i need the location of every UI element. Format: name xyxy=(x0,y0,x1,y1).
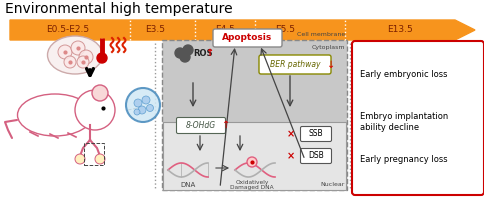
Text: Oxidatively
Damaged DNA: Oxidatively Damaged DNA xyxy=(230,180,273,190)
Text: Nuclear: Nuclear xyxy=(320,182,344,187)
Text: 8-OHdG: 8-OHdG xyxy=(185,121,215,130)
Text: E4.5: E4.5 xyxy=(214,25,234,34)
Circle shape xyxy=(182,45,193,55)
Circle shape xyxy=(126,88,160,122)
Circle shape xyxy=(64,56,76,68)
Circle shape xyxy=(75,154,85,164)
Text: DSB: DSB xyxy=(307,152,323,160)
Ellipse shape xyxy=(17,94,92,136)
Text: ↓: ↓ xyxy=(326,60,334,70)
Text: ×: × xyxy=(287,129,294,139)
FancyBboxPatch shape xyxy=(212,29,281,47)
Circle shape xyxy=(146,104,153,112)
Circle shape xyxy=(246,157,257,167)
Text: DNA: DNA xyxy=(180,182,195,188)
FancyBboxPatch shape xyxy=(176,117,225,134)
Polygon shape xyxy=(10,20,474,40)
Bar xyxy=(163,122,345,190)
Circle shape xyxy=(175,48,184,58)
Text: ↑: ↑ xyxy=(205,48,212,58)
Text: E0.5-E2.5: E0.5-E2.5 xyxy=(46,25,90,34)
Circle shape xyxy=(71,41,85,55)
Circle shape xyxy=(58,45,72,59)
Circle shape xyxy=(77,56,89,68)
Text: E5.5: E5.5 xyxy=(274,25,294,34)
Text: ↑: ↑ xyxy=(222,120,229,130)
Circle shape xyxy=(79,50,93,64)
FancyBboxPatch shape xyxy=(351,41,483,195)
Circle shape xyxy=(142,96,150,104)
Circle shape xyxy=(138,106,146,114)
Text: Cytoplasm: Cytoplasm xyxy=(311,45,344,50)
Bar xyxy=(84,143,104,165)
Circle shape xyxy=(75,90,115,130)
Text: Cell membrane: Cell membrane xyxy=(296,32,344,37)
Text: E3.5: E3.5 xyxy=(145,25,165,34)
Ellipse shape xyxy=(47,36,102,74)
Circle shape xyxy=(180,52,190,62)
Circle shape xyxy=(92,85,108,101)
Bar xyxy=(162,40,346,190)
Text: BER pathway: BER pathway xyxy=(269,60,319,69)
Text: E13.5: E13.5 xyxy=(386,25,412,34)
FancyBboxPatch shape xyxy=(300,127,331,142)
Circle shape xyxy=(97,53,107,63)
Text: Early pregnancy loss: Early pregnancy loss xyxy=(359,155,447,164)
Text: Embryo implantation
ability decline: Embryo implantation ability decline xyxy=(359,112,447,132)
Text: Early embryonic loss: Early embryonic loss xyxy=(359,70,447,79)
Text: ROS: ROS xyxy=(193,48,212,58)
Text: Apoptosis: Apoptosis xyxy=(221,33,272,43)
Circle shape xyxy=(95,154,105,164)
Circle shape xyxy=(134,99,142,107)
FancyBboxPatch shape xyxy=(300,148,331,164)
Text: SSB: SSB xyxy=(308,130,323,138)
FancyBboxPatch shape xyxy=(258,55,330,74)
Text: ×: × xyxy=(287,151,294,161)
Circle shape xyxy=(134,109,140,115)
Text: Environmental high temperature: Environmental high temperature xyxy=(5,2,232,16)
